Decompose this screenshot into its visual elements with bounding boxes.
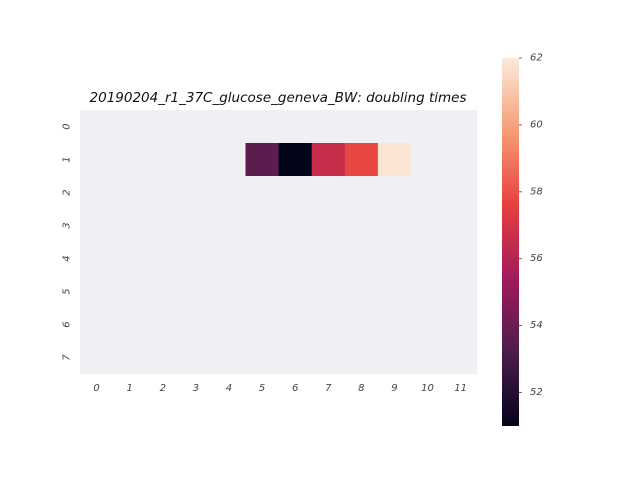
y-tick-label: 5 [62, 288, 73, 294]
y-tick-label: 2 [62, 189, 73, 195]
heatmap-cell-r1-c6 [278, 143, 312, 176]
x-tick-label: 11 [454, 383, 467, 394]
colorbar-tick-label: 58 [530, 186, 543, 197]
y-tick-label: 7 [62, 354, 73, 361]
x-tick-label: 2 [160, 383, 166, 394]
x-tick-label: 0 [93, 383, 99, 394]
colorbar-tick-label: 62 [530, 53, 543, 64]
x-axis: 0 1 2 3 4 5 6 7 8 9 10 11 [93, 383, 467, 394]
x-tick-label: 4 [226, 383, 232, 394]
x-tick-label: 8 [358, 383, 364, 394]
heatmap-cell-r1-c8 [344, 143, 379, 176]
x-tick-label: 6 [292, 383, 298, 394]
colorbar-gradient [502, 58, 519, 426]
heatmap-cell-r1-c5 [245, 143, 279, 176]
colorbar-tick-label: 56 [530, 253, 543, 264]
x-tick-label: 7 [325, 383, 332, 394]
heatmap-plot-area [80, 110, 478, 374]
heatmap-cell-r1-c7 [311, 143, 346, 176]
colorbar-tick-label: 52 [530, 387, 543, 398]
y-tick-label: 4 [62, 255, 73, 261]
x-tick-label: 1 [126, 383, 132, 394]
colorbar-tick-label: 54 [530, 320, 543, 331]
colorbar: 52 54 56 58 60 62 [502, 53, 543, 426]
y-axis: 0 1 2 3 4 5 6 7 [62, 123, 73, 360]
x-tick-label: 9 [391, 383, 397, 394]
y-tick-label: 6 [62, 321, 73, 327]
y-tick-label: 1 [62, 156, 73, 162]
chart-title: 20190204_r1_37C_glucose_geneva_BW: doubl… [90, 90, 467, 106]
x-tick-label: 10 [421, 383, 434, 394]
heatmap-cell-r1-c9 [377, 143, 412, 176]
x-tick-label: 3 [193, 383, 199, 394]
y-tick-label: 3 [62, 222, 73, 228]
y-tick-label: 0 [62, 123, 73, 129]
x-tick-label: 5 [259, 383, 265, 394]
colorbar-tick-label: 60 [530, 119, 543, 130]
